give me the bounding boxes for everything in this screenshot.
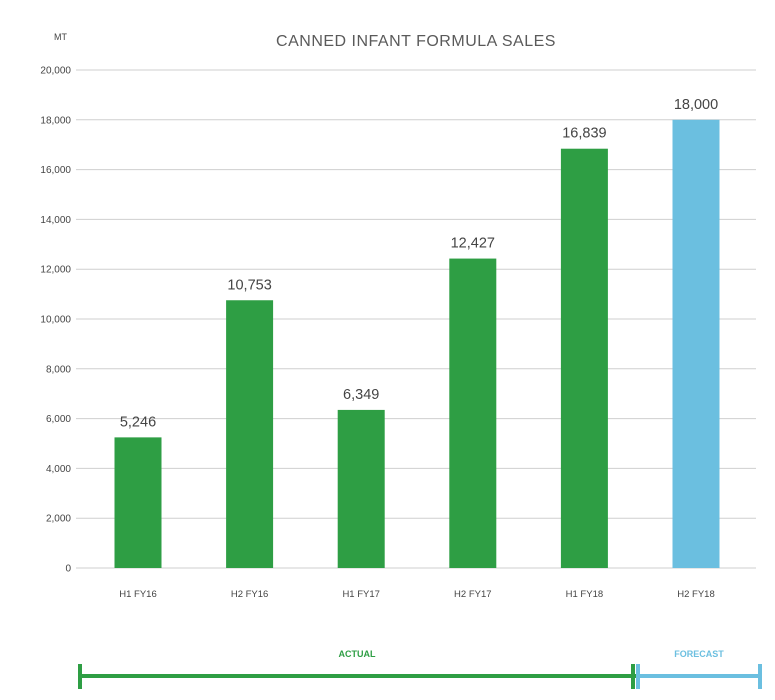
y-tick-label: 16,000 bbox=[40, 165, 71, 176]
bar bbox=[114, 437, 162, 568]
chart-title: CANNED INFANT FORMULA SALES bbox=[276, 33, 556, 50]
x-tick-label: H1 FY17 bbox=[342, 589, 380, 600]
actual-period-label: ACTUAL bbox=[339, 649, 376, 659]
x-tick-label: H2 FY17 bbox=[454, 589, 492, 600]
y-tick-label: 0 bbox=[65, 564, 71, 575]
bar bbox=[226, 300, 274, 568]
y-tick-label: 14,000 bbox=[40, 215, 71, 226]
bar-value-label: 10,753 bbox=[227, 277, 271, 293]
bar-value-label: 18,000 bbox=[674, 97, 718, 113]
forecast-period-label: FORECAST bbox=[674, 649, 724, 659]
y-tick-label: 8,000 bbox=[46, 364, 71, 375]
y-tick-label: 10,000 bbox=[40, 315, 71, 326]
bar bbox=[672, 119, 720, 569]
gridlines: 0 2,000 4,000 6,000 8,000 10,000 12,000 14,000 1… bbox=[40, 66, 756, 575]
x-tick-label: H1 FY18 bbox=[566, 589, 604, 600]
bar bbox=[337, 409, 385, 568]
bar bbox=[560, 148, 608, 568]
y-axis-unit: MT bbox=[54, 32, 67, 42]
x-tick-label: H1 FY16 bbox=[119, 589, 157, 600]
period-timeline: ACTUAL FORECAST bbox=[78, 649, 762, 689]
x-tick-label: H2 FY16 bbox=[231, 589, 269, 600]
y-tick-label: 20,000 bbox=[40, 66, 71, 77]
bar bbox=[449, 258, 497, 568]
bar-value-label: 6,349 bbox=[343, 387, 379, 403]
x-tick-label: H2 FY18 bbox=[677, 589, 715, 600]
bar-value-label: 16,839 bbox=[562, 126, 606, 142]
bars: 5,246 H1 FY16 10,753 H2 FY16 6,349 H1 FY17 12,… bbox=[114, 97, 720, 600]
y-tick-label: 6,000 bbox=[46, 414, 71, 425]
y-tick-label: 18,000 bbox=[40, 115, 71, 126]
bar-value-label: 12,427 bbox=[451, 236, 495, 252]
y-tick-label: 4,000 bbox=[46, 464, 71, 475]
y-tick-label: 2,000 bbox=[46, 514, 71, 525]
bar-value-label: 5,246 bbox=[120, 414, 156, 430]
y-tick-label: 12,000 bbox=[40, 265, 71, 276]
